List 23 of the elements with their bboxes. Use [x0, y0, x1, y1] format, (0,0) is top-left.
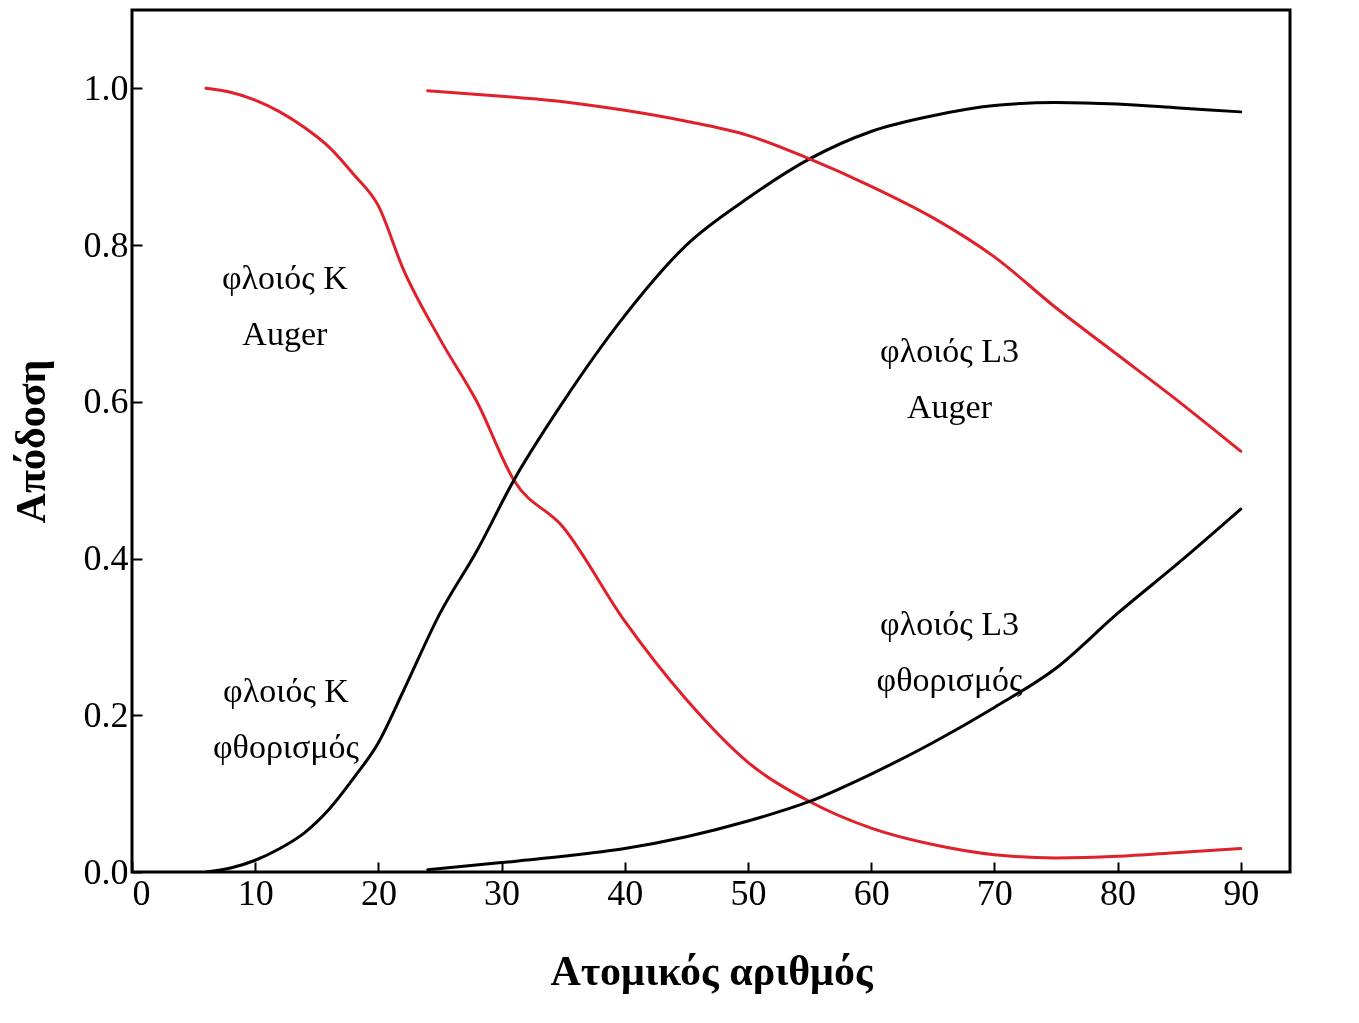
x-tick-label: 0	[132, 872, 151, 913]
y-axis-title: Απόδοση	[7, 359, 54, 524]
y-tick-label: 0.2	[83, 694, 129, 735]
x-tick-label: 80	[1100, 872, 1137, 913]
y-tick-label: 0.0	[83, 851, 129, 892]
annotation: φλοιός L3 φθορισμός	[876, 605, 1024, 699]
x-axis-title: Ατομικός αριθμός	[550, 947, 874, 994]
annotation: φλοιός L3 Auger	[880, 332, 1020, 426]
x-tick-label: 50	[730, 872, 767, 913]
annotation: φλοιός K Auger	[221, 258, 349, 352]
x-tick-label: 10	[237, 872, 274, 913]
y-tick-label: 0.8	[83, 224, 129, 265]
annotation: φλοιός K φθορισμός	[212, 671, 360, 765]
y-tick-label: 0.4	[83, 538, 129, 579]
x-tick-label: 30	[484, 872, 521, 913]
line-series	[426, 89, 1243, 453]
y-tick-label: 0.6	[83, 381, 129, 422]
x-tick-label: 90	[1223, 872, 1260, 913]
x-tick-label: 20	[360, 872, 397, 913]
y-tick-label: 1.0	[83, 67, 129, 108]
x-tick-label: 60	[853, 872, 890, 913]
x-tick-label: 40	[607, 872, 644, 913]
x-tick-label: 70	[976, 872, 1013, 913]
